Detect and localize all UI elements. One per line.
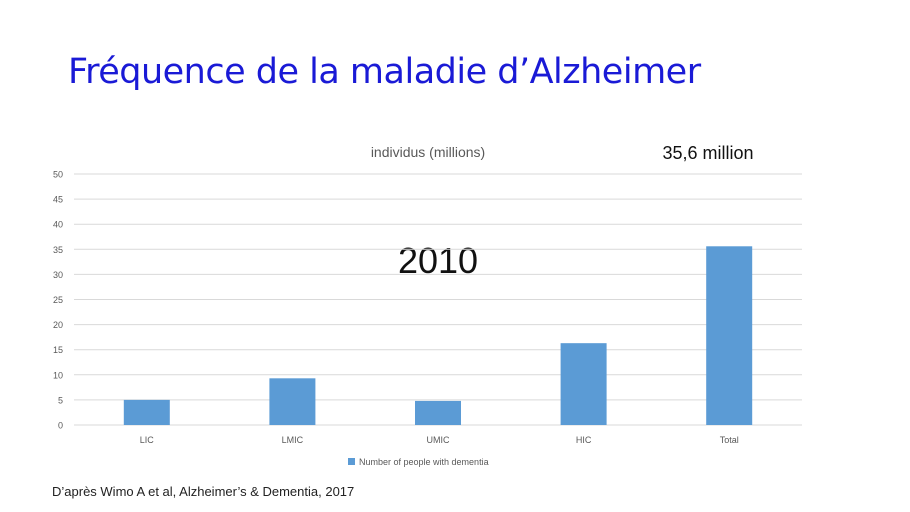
y-tick-label: 0 (58, 421, 63, 431)
bar-lic (123, 399, 170, 425)
bar-hic (560, 343, 607, 425)
y-tick-label: 25 (53, 295, 63, 305)
x-tick-label: Total (720, 435, 739, 445)
y-tick-label: 50 (53, 170, 63, 180)
x-tick-label: HIC (576, 435, 592, 445)
x-tick-label: LIC (140, 435, 155, 445)
source-citation: D’après Wimo A et al, Alzheimer’s & Deme… (52, 484, 355, 499)
y-tick-label: 20 (53, 320, 63, 330)
chart-title: individus (millions) (371, 144, 485, 160)
y-tick-label: 35 (53, 245, 63, 255)
y-tick-label: 45 (53, 195, 63, 205)
bar-chart-svg: individus (millions) 35,6 million 20 10 0… (53, 143, 802, 467)
y-tick-label: 5 (58, 395, 63, 405)
legend: Number of people with dementia (348, 457, 489, 467)
y-tick-label: 40 (53, 220, 63, 230)
legend-label: Number of people with dementia (359, 457, 489, 467)
x-tick-label: LMIC (282, 435, 304, 445)
y-tick-label: 15 (53, 345, 63, 355)
chart: individus (millions) 35,6 million 20 10 0… (0, 130, 910, 475)
slide-title: Fréquence de la maladie d’Alzheimer (68, 52, 701, 92)
bar-total (706, 246, 753, 425)
bar-lmic (269, 378, 316, 425)
annotation-total: 35,6 million (662, 143, 753, 163)
x-tick-label: UMIC (427, 435, 450, 445)
legend-swatch (348, 458, 355, 465)
y-tick-label: 10 (53, 370, 63, 380)
y-tick-label: 30 (53, 270, 63, 280)
bar-umic (415, 400, 461, 425)
